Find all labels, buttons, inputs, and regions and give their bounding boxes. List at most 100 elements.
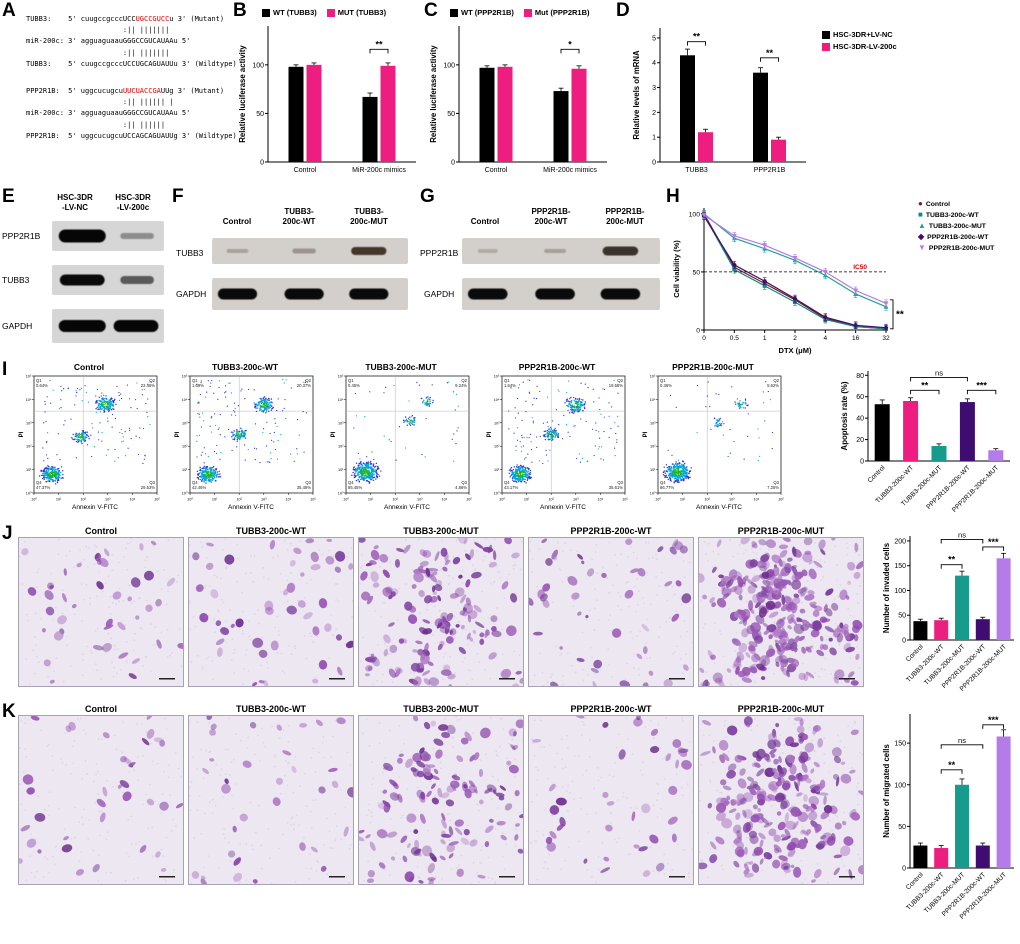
svg-text:10⁰: 10⁰ — [31, 498, 37, 502]
image-title-j-ppp2r1b-wt: PPP2R1B-200c-WT — [570, 526, 652, 536]
image-title-k-tubb3-wt: TUBB3-200c-WT — [235, 704, 306, 714]
svg-text:2: 2 — [652, 110, 656, 117]
western-blot-g-ppp2r1b — [462, 238, 660, 264]
image-title-k-ppp2r1b-wt: PPP2R1B-200c-WT — [570, 704, 652, 714]
svg-text:10³: 10³ — [182, 421, 188, 425]
svg-text:PI: PI — [643, 431, 649, 437]
chart-apoptosis-rate: 0 20 40 60 80 Apoptosis rate (%) Control TUBB3-… — [838, 363, 1016, 521]
svg-text:10²: 10² — [392, 498, 398, 502]
svg-text:Q1: Q1 — [36, 378, 42, 383]
transwell-migration-image-control — [17, 712, 184, 885]
svg-text:9.24%: 9.24% — [455, 383, 467, 388]
svg-text:10³: 10³ — [261, 498, 267, 502]
svg-text:10¹: 10¹ — [26, 468, 32, 472]
svg-text:Q4: Q4 — [348, 480, 354, 485]
svg-text:16: 16 — [852, 335, 860, 342]
svg-text:19.58%: 19.58% — [609, 383, 623, 388]
svg-text:Apoptosis rate (%): Apoptosis rate (%) — [840, 381, 849, 450]
blot-row-label-ppp2r1b: PPP2R1B — [2, 231, 41, 241]
svg-text:10⁵: 10⁵ — [182, 375, 188, 379]
blot-header-lv200c: HSC-3DR -LV-200c — [115, 193, 151, 212]
svg-text:10⁰: 10⁰ — [338, 492, 344, 496]
svg-text:Q3: Q3 — [773, 480, 779, 485]
svg-text:Control: Control — [867, 464, 887, 484]
svg-text:Relative luciferase activity: Relative luciferase activity — [429, 45, 438, 143]
svg-text:5.62%: 5.62% — [767, 383, 779, 388]
svg-text:10⁴: 10⁴ — [285, 498, 291, 502]
blot-header-f-control: Control — [222, 217, 252, 226]
svg-text:10³: 10³ — [729, 498, 735, 502]
panel-label-g: G — [420, 186, 435, 207]
panel-label-k: K — [2, 701, 16, 722]
svg-text:Q1: Q1 — [192, 378, 198, 383]
svg-text:80: 80 — [856, 373, 864, 380]
panel-label-j: J — [2, 523, 13, 544]
svg-text:10²: 10² — [650, 445, 656, 449]
svg-text:2: 2 — [793, 335, 797, 342]
svg-text:35.48%: 35.48% — [297, 485, 311, 490]
svg-text:200: 200 — [894, 538, 906, 545]
svg-text:10⁰: 10⁰ — [499, 498, 505, 502]
svg-text:10⁴: 10⁴ — [597, 498, 603, 502]
svg-text:10³: 10³ — [573, 498, 579, 502]
svg-text:Control: Control — [485, 167, 508, 174]
svg-text:10²: 10² — [80, 498, 86, 502]
svg-text:**: ** — [948, 555, 956, 565]
svg-text:3: 3 — [652, 85, 656, 92]
svg-text:10⁰: 10⁰ — [655, 498, 661, 502]
blot-header-g-control: Control — [470, 217, 500, 226]
svg-text:0: 0 — [860, 459, 864, 466]
svg-text:Q2: Q2 — [461, 378, 467, 383]
svg-text:Control: Control — [294, 167, 317, 174]
chart-invaded-cells: 0 50 100 150 200 Number of invaded cells Contr… — [880, 528, 1018, 702]
blot-row-label-g-gapdh: GAPDH — [424, 289, 455, 299]
flow-plot-tubb3-200c-mut: TUBB3-200c-MUT 10⁰ 10⁰ 10¹ 10¹ 10² 10² 10³ 10³ 10… — [331, 362, 472, 511]
svg-text:0: 0 — [451, 160, 455, 167]
svg-text:1: 1 — [763, 335, 767, 342]
panel-label-b: B — [233, 0, 247, 21]
svg-text:0: 0 — [260, 160, 264, 167]
svg-text:10¹: 10¹ — [368, 498, 374, 502]
svg-text:**: ** — [896, 309, 904, 320]
svg-text:10⁰: 10⁰ — [494, 492, 500, 496]
svg-text:Relative levels of mRNA: Relative levels of mRNA — [632, 50, 641, 140]
svg-text:10³: 10³ — [338, 421, 344, 425]
svg-text:Q4: Q4 — [504, 480, 510, 485]
blot-header-f-wt: TUBB3- 200c-WT — [282, 207, 316, 226]
blot-row-label-gapdh: GAPDH — [2, 321, 33, 331]
svg-text:MiR-200c mimics: MiR-200c mimics — [543, 167, 597, 174]
svg-text:**: ** — [766, 48, 774, 58]
image-title-k-tubb3-mut: TUBB3-200c-MUT — [403, 704, 479, 714]
svg-text:40: 40 — [856, 416, 864, 423]
svg-text:10¹: 10¹ — [650, 468, 656, 472]
svg-text:22.46%: 22.46% — [141, 383, 155, 388]
image-title-k-ppp2r1b-mut: PPP2R1B-200c-MUT — [737, 704, 825, 714]
svg-text:20.37%: 20.37% — [297, 383, 311, 388]
svg-text:0.5: 0.5 — [730, 335, 739, 342]
western-blot-e-gapdh — [52, 309, 164, 343]
svg-text:**: ** — [921, 380, 929, 390]
svg-text:PI: PI — [19, 431, 25, 437]
svg-text:10⁵: 10⁵ — [622, 498, 628, 502]
svg-text:4: 4 — [824, 335, 828, 342]
svg-text:10⁴: 10⁴ — [441, 498, 447, 502]
western-blot-g-gapdh — [462, 278, 660, 310]
legend-viability: ● Control ■ TUBB3-200c-WT ▲ TUBB3-200c-MUT ◆ PP… — [918, 199, 995, 252]
svg-text:20: 20 — [856, 437, 864, 444]
svg-text:10²: 10² — [494, 445, 500, 449]
blot-row-label-f-gapdh: GAPDH — [176, 289, 207, 299]
svg-text:85.45%: 85.45% — [348, 485, 362, 490]
svg-text:4.86%: 4.86% — [455, 485, 467, 490]
panel-label-a: A — [2, 0, 16, 21]
svg-text:TUBB3: TUBB3 — [685, 167, 708, 174]
svg-text:100: 100 — [252, 62, 264, 69]
chart-cell-viability: 0 50 100 0 0.5 1 2 4 16 32 Cell viability (%) DTX (… — [670, 196, 916, 356]
svg-text:ns: ns — [958, 530, 966, 539]
image-title-k-control: Control — [85, 704, 117, 714]
svg-text:1: 1 — [652, 135, 656, 142]
svg-text:10²: 10² — [26, 445, 32, 449]
svg-text:10⁵: 10⁵ — [650, 375, 656, 379]
panel-label-f: F — [172, 186, 184, 207]
svg-text:10³: 10³ — [417, 498, 423, 502]
